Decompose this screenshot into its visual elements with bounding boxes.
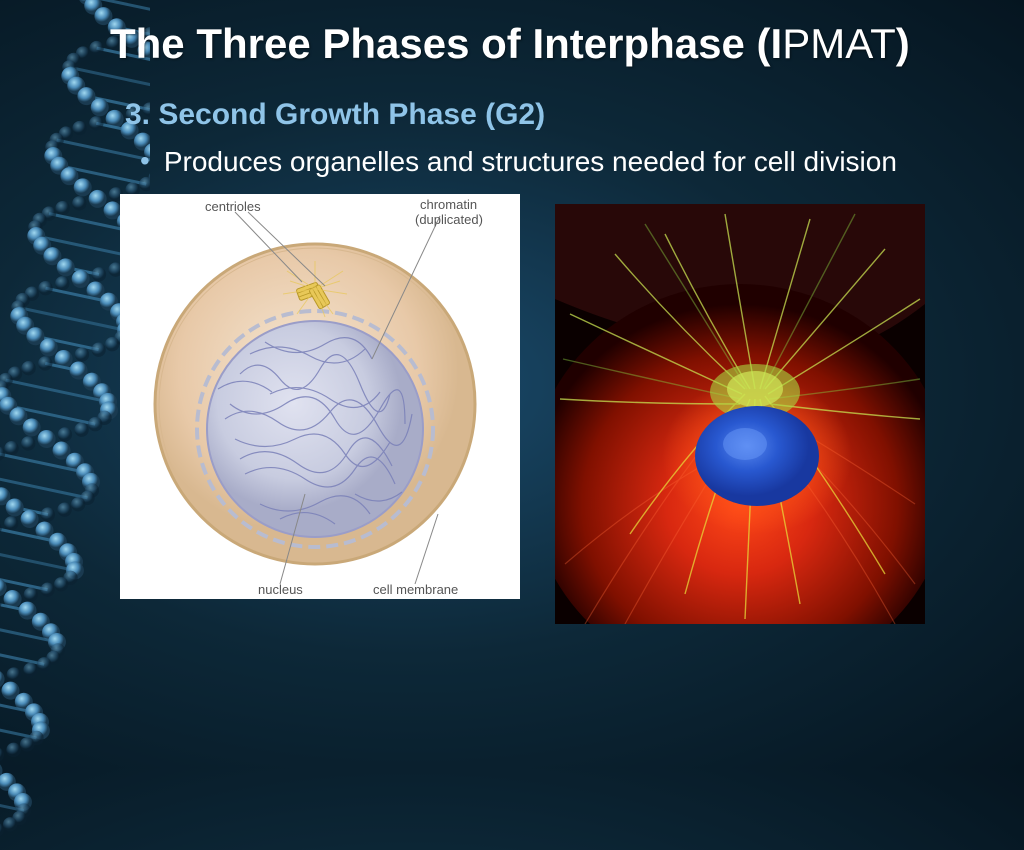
title-prefix: The Three Phases of Interphase (I [110,20,782,67]
label-centrioles: centrioles [205,199,261,214]
title-suffix: ) [896,20,910,67]
label-chromatin-1: chromatin [420,197,477,212]
title-pmat: PMAT [782,20,896,67]
subheading: 3. Second Growth Phase (G2) [110,98,1004,132]
label-nucleus: nucleus [258,582,303,597]
bullet-text: Produces organelles and structures neede… [164,144,897,179]
label-cell-membrane: cell membrane [373,582,458,597]
bullet-item: • Produces organelles and structures nee… [110,144,1004,179]
cell-micrograph [555,204,925,624]
cell-diagram: centrioles chromatin (duplicated) nucleu… [120,194,520,599]
bullet-marker: • [140,144,150,178]
slide-title: The Three Phases of Interphase (IPMAT) [110,20,1004,68]
label-chromatin-2: (duplicated) [415,212,483,227]
